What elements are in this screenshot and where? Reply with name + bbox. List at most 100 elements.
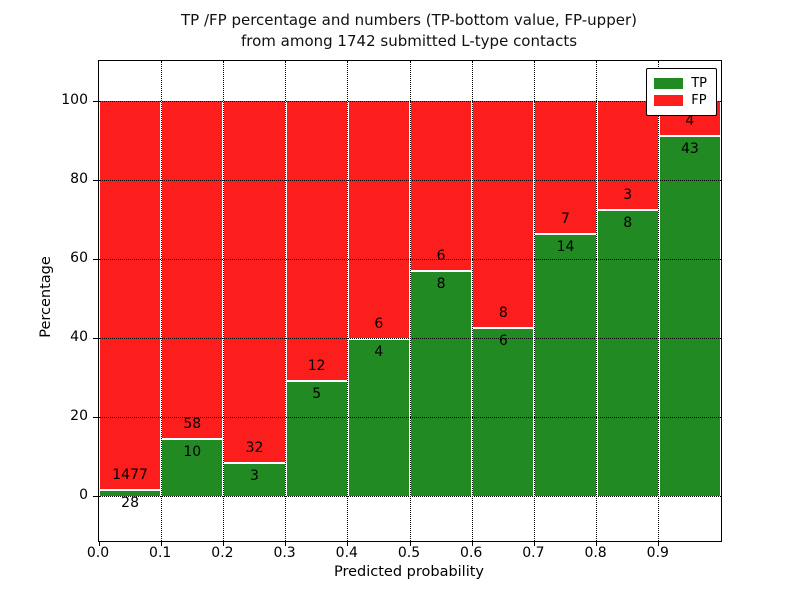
gridline-vertical [596, 61, 598, 541]
x-tick-label: 0.9 [646, 545, 669, 561]
tp-count-label: 28 [121, 494, 140, 511]
x-tick-label: 0.5 [397, 545, 421, 561]
x-tick-mark [347, 541, 349, 546]
bar-segment-tp [597, 208, 658, 496]
tp-count-label: 4 [374, 344, 384, 360]
x-tick-label: 0.3 [273, 545, 296, 561]
tp-count-label: 10 [183, 443, 202, 460]
plot-area: TP FP 1477 28 58 10 32 3 12 5 6 4 6 8 8 6 7 14 3 8 4 43 [93, 60, 722, 546]
y-tick-label: 60 [70, 250, 88, 266]
legend-swatch-fp [654, 95, 684, 106]
gridline-horizontal [99, 495, 721, 497]
x-axis-label: Predicted probability [333, 564, 485, 580]
x-tick-label: 0.8 [584, 545, 607, 561]
gridline-horizontal [99, 416, 721, 418]
gridline-horizontal [99, 100, 721, 102]
x-tick-label: 0.7 [522, 545, 545, 561]
tp-count-label: 14 [556, 238, 575, 255]
fp-count-label: 4 [685, 112, 695, 129]
chart-title-line2: from among 1742 submitted L-type contact… [240, 32, 578, 50]
fp-count-label: 1477 [112, 466, 148, 483]
gridline-vertical [347, 61, 349, 541]
x-tick-mark [285, 541, 287, 546]
bar-column [534, 101, 597, 496]
y-tick-mark [93, 258, 98, 260]
fp-count-label: 32 [245, 440, 264, 457]
x-tick-mark [222, 541, 224, 546]
fp-count-label: 8 [498, 304, 508, 321]
gridline-horizontal [99, 258, 721, 260]
bar-column [596, 101, 659, 496]
y-tick-label: 0 [79, 487, 88, 503]
gridline-horizontal [99, 179, 721, 181]
tp-count-label: 8 [436, 276, 446, 293]
legend-item: FP [654, 93, 707, 108]
x-tick-label: 0.1 [149, 545, 172, 561]
bar-column [161, 101, 224, 496]
gridline-vertical [658, 61, 660, 541]
tp-count-label: 43 [680, 140, 699, 157]
x-tick-mark [658, 541, 660, 546]
x-tick-mark [471, 541, 473, 546]
y-tick-mark [93, 100, 98, 102]
x-tick-label: 0.2 [211, 545, 234, 561]
bar-column [99, 101, 162, 496]
chart-title-line1: TP /FP percentage and numbers (TP-bottom… [181, 11, 637, 29]
y-tick-label: 80 [70, 171, 88, 187]
y-tick-mark [93, 337, 98, 339]
gridline-vertical [222, 61, 224, 541]
bar-segment-tp [411, 270, 472, 496]
fp-count-label: 7 [561, 210, 570, 227]
x-tick-label: 0.6 [460, 545, 483, 561]
bar-segment-tp [535, 232, 596, 496]
bar-column [472, 101, 535, 496]
x-tick-mark [98, 541, 100, 546]
bar-column [223, 101, 286, 496]
gridline-vertical [285, 61, 287, 541]
bar-segment-tp [659, 134, 720, 496]
legend: TP FP [646, 68, 717, 116]
fp-count-label: 6 [436, 248, 446, 265]
x-tick-label: 0.4 [335, 545, 358, 561]
gridline-vertical [533, 61, 535, 541]
x-tick-mark [160, 541, 162, 546]
legend-swatch-tp [654, 78, 684, 89]
legend-label-tp: TP [691, 76, 707, 91]
y-tick-label: 40 [70, 329, 88, 345]
y-tick-label: 20 [70, 408, 88, 424]
bar-segment-tp [224, 462, 285, 496]
tp-count-label: 8 [623, 214, 633, 231]
bar-column [410, 101, 473, 496]
bar-segment-tp [473, 326, 534, 496]
tp-count-label: 6 [498, 332, 508, 349]
gridline-vertical [409, 61, 411, 541]
bar-segment-tp [100, 488, 161, 496]
chart-title: TP /FP percentage and numbers (TP-bottom… [98, 10, 720, 52]
tp-count-label: 5 [312, 385, 322, 402]
legend-item: TP [654, 76, 707, 91]
y-tick-label: 100 [61, 92, 88, 108]
y-axis-label: Percentage [38, 256, 54, 338]
fp-count-label: 6 [374, 316, 384, 332]
x-tick-label: 0.0 [86, 545, 110, 561]
y-tick-mark [93, 179, 98, 181]
x-tick-mark [533, 541, 535, 546]
gridline-vertical [471, 61, 473, 541]
tp-count-label: 3 [250, 468, 259, 485]
fp-count-label: 58 [183, 415, 202, 432]
fp-count-label: 12 [307, 357, 326, 374]
bar-segment-tp [162, 437, 223, 496]
gridline-horizontal [99, 337, 721, 339]
bar-column [285, 101, 348, 496]
legend-label-fp: FP [691, 93, 707, 108]
gridline-vertical [160, 61, 162, 541]
x-tick-mark [596, 541, 598, 546]
fp-count-label: 3 [623, 186, 633, 203]
x-tick-mark [409, 541, 411, 546]
bar-column [658, 101, 721, 496]
bar-segment-tp [286, 379, 347, 496]
bar-column [347, 101, 410, 496]
y-tick-mark [93, 495, 98, 497]
y-tick-mark [93, 416, 98, 418]
